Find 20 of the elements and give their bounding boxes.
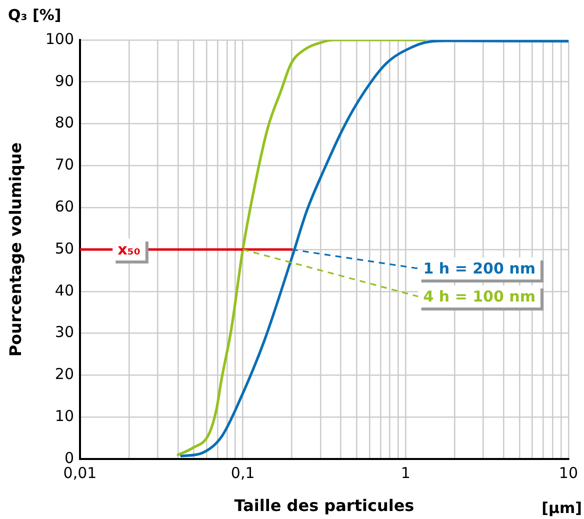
- y-tick-label: 70: [54, 156, 74, 174]
- y-tick-label: 50: [54, 239, 74, 258]
- annotation: 1 h = 200 nm: [423, 259, 536, 278]
- text: [µm]: [542, 498, 582, 517]
- y-tick-label: 40: [54, 281, 74, 300]
- x-tick-label: 10: [558, 464, 578, 482]
- x-tick-label: 0,1: [230, 464, 255, 482]
- text: Q₃ [%]: [8, 6, 62, 24]
- y-tick-label: 80: [54, 114, 74, 132]
- y-tick-label: 10: [54, 406, 74, 425]
- annotation: 4 h = 100 nm: [423, 287, 536, 306]
- x-axis-title: Taille des particules: [234, 496, 414, 516]
- y-axis-title: Pourcentage volumique: [6, 142, 26, 357]
- y-tick-label: 20: [54, 365, 74, 384]
- x-tick-label: 1: [400, 464, 410, 482]
- y-tick-label: 100: [45, 30, 74, 48]
- y-tick-label: 90: [54, 72, 74, 90]
- annotation: x₅₀: [118, 240, 140, 258]
- y-tick-label: 30: [54, 323, 74, 342]
- y-tick-label: 60: [54, 197, 74, 216]
